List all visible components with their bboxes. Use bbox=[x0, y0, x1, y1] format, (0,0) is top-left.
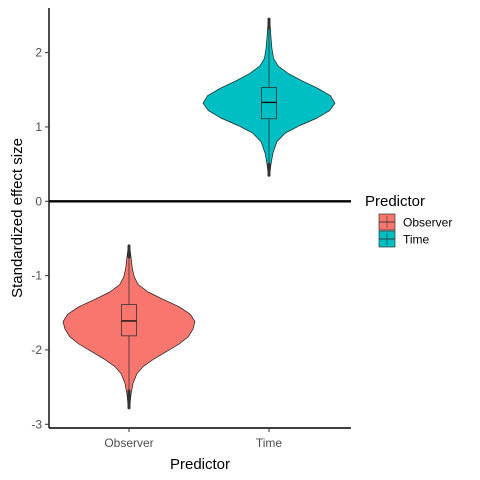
legend-title: Predictor bbox=[365, 193, 425, 210]
legend-key-observer bbox=[378, 213, 396, 231]
legend-key-time bbox=[378, 230, 396, 248]
x-axis-ticks: Observer Time bbox=[104, 428, 282, 450]
legend: Predictor Observer Time bbox=[365, 193, 452, 248]
x-tick-label: Time bbox=[256, 436, 283, 450]
y-axis-title: Standardized effect size bbox=[9, 138, 26, 298]
x-axis-title: Predictor bbox=[170, 456, 230, 473]
y-tick-label: -3 bbox=[31, 417, 42, 431]
y-tick-label: 2 bbox=[35, 46, 42, 60]
plot-area bbox=[49, 17, 351, 410]
legend-label: Time bbox=[403, 233, 430, 247]
violin-time bbox=[202, 17, 336, 177]
y-tick-label: 0 bbox=[35, 194, 42, 208]
x-tick-label: Observer bbox=[104, 436, 153, 450]
legend-label: Observer bbox=[403, 216, 452, 230]
y-tick-label: -2 bbox=[31, 343, 42, 357]
y-tick-label: -1 bbox=[31, 269, 42, 283]
box-iqr-observer bbox=[121, 304, 137, 337]
box-iqr-time bbox=[261, 87, 277, 120]
y-axis-ticks: -3 -2 -1 0 1 2 bbox=[31, 46, 49, 431]
y-tick-label: 1 bbox=[35, 120, 42, 134]
violin-observer bbox=[62, 244, 196, 410]
